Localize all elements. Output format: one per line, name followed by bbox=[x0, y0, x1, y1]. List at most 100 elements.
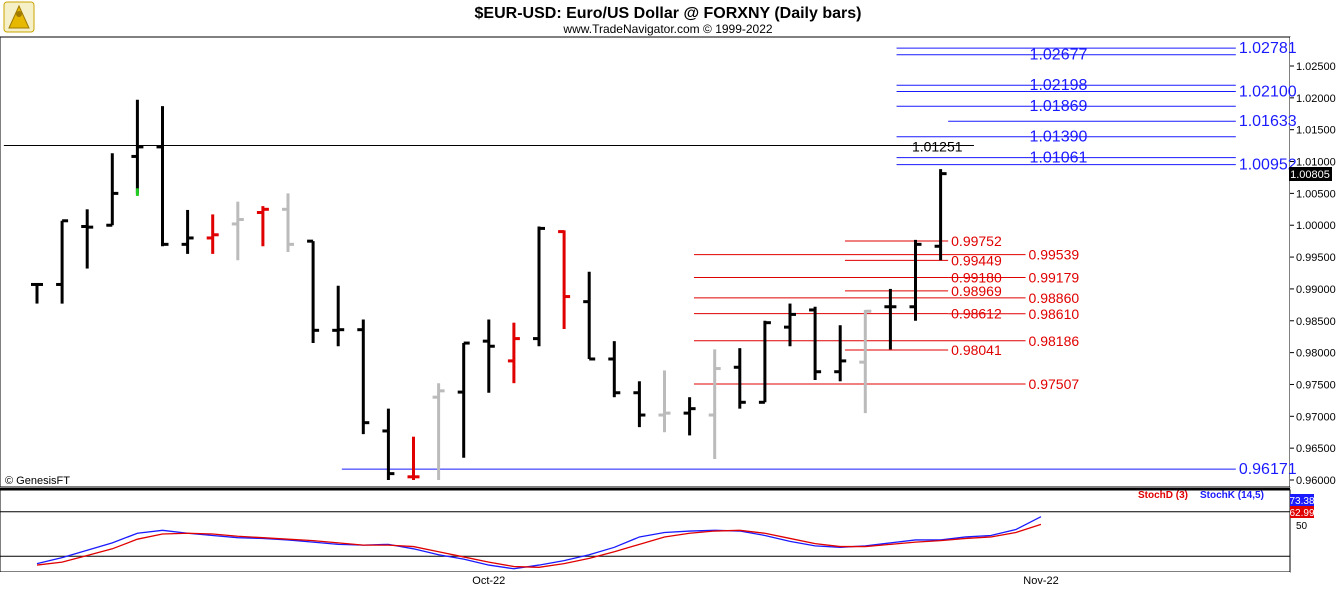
price-bar bbox=[307, 239, 320, 344]
price-bar bbox=[758, 320, 771, 404]
price-bar bbox=[181, 209, 194, 254]
stochk-value-badge bbox=[1290, 494, 1314, 506]
price-axis-tick-label: 1.02000 bbox=[1296, 93, 1336, 105]
chart-title: $EUR-USD: Euro/US Dollar @ FORXNY (Daily… bbox=[475, 5, 862, 22]
trade-navigator-logo bbox=[3, 1, 35, 33]
level-label: 1.02781 bbox=[1239, 40, 1297, 57]
chart-subtitle: www.TradeNavigator.com © 1999-2022 bbox=[562, 22, 772, 36]
price-bar bbox=[708, 349, 721, 459]
price-bars bbox=[31, 99, 947, 480]
price-bar bbox=[733, 348, 746, 409]
level-label: 0.96171 bbox=[1239, 461, 1297, 478]
price-axis bbox=[1290, 37, 1336, 487]
price-bar bbox=[106, 153, 119, 227]
stochd-legend: StochD (3) bbox=[1138, 490, 1188, 501]
price-bar bbox=[558, 230, 571, 330]
price-bar bbox=[482, 319, 495, 393]
price-bar bbox=[608, 341, 621, 398]
last-price-label: 1.00805 bbox=[1290, 169, 1330, 181]
price-pane bbox=[0, 36, 1291, 488]
price-bar bbox=[909, 239, 922, 321]
price-axis-tick-label: 1.00000 bbox=[1296, 220, 1336, 232]
level-label: 0.98969 bbox=[951, 283, 1002, 299]
price-bar bbox=[206, 214, 219, 254]
level-label: 0.99539 bbox=[1029, 247, 1080, 263]
price-axis-tick-label: 1.00500 bbox=[1296, 188, 1336, 200]
level-label: 1.01251 bbox=[912, 139, 963, 155]
price-axis-tick-label: 1.01500 bbox=[1296, 125, 1336, 137]
level-label: 0.98610 bbox=[1029, 306, 1080, 322]
price-axis-tick-label: 0.97500 bbox=[1296, 379, 1336, 391]
stoch-pane bbox=[0, 489, 1291, 573]
level-label: 0.98186 bbox=[1029, 333, 1080, 349]
level-label: 0.99179 bbox=[1029, 270, 1080, 286]
level-label: 1.01869 bbox=[1030, 98, 1088, 115]
price-axis-tick-label: 1.02500 bbox=[1296, 61, 1336, 73]
stochd-value-badge bbox=[1290, 506, 1314, 518]
level-label: 0.98860 bbox=[1029, 290, 1080, 306]
level-label: 1.02677 bbox=[1030, 47, 1088, 64]
price-axis-tick-label: 0.99000 bbox=[1296, 284, 1336, 296]
last-price-badge bbox=[1289, 167, 1332, 181]
price-bar bbox=[432, 383, 445, 480]
price-axis-tick-label: 0.97000 bbox=[1296, 411, 1336, 423]
level-label: 1.00952 bbox=[1239, 157, 1297, 174]
price-axis-tick-label: 1.01000 bbox=[1296, 157, 1336, 169]
level-label: 1.01061 bbox=[1030, 150, 1088, 167]
header-bar bbox=[0, 0, 1336, 37]
stoch-axis-tick: 50 bbox=[1296, 521, 1308, 532]
price-bar bbox=[809, 306, 822, 381]
price-bar bbox=[407, 436, 420, 480]
price-bar bbox=[884, 288, 897, 350]
stochd-line bbox=[36, 523, 1042, 568]
stochastic-lines bbox=[0, 511, 1290, 570]
stochd-value-label: 62.99 bbox=[1289, 508, 1314, 519]
support-resistance-levels: 1.02781 1.02677 1.02198 1.02100 1.01869 1.016… bbox=[3, 40, 1297, 478]
stochk-line bbox=[36, 516, 1042, 570]
level-label: 0.99449 bbox=[951, 252, 1002, 268]
price-bar bbox=[507, 322, 520, 384]
price-bar bbox=[859, 309, 872, 414]
price-bar bbox=[31, 282, 43, 304]
price-axis-tick-label: 0.99500 bbox=[1296, 252, 1336, 264]
price-axis-tick-label: 0.98500 bbox=[1296, 316, 1336, 328]
level-label: 1.02100 bbox=[1239, 83, 1297, 100]
price-axis-tick-label: 0.96500 bbox=[1296, 443, 1336, 455]
price-bar bbox=[834, 325, 847, 382]
level-label: 1.01390 bbox=[1030, 129, 1088, 146]
price-bar bbox=[56, 219, 69, 304]
price-bar bbox=[683, 397, 696, 436]
price-bar bbox=[357, 319, 370, 435]
level-label: 1.01633 bbox=[1239, 113, 1297, 130]
price-bar bbox=[784, 303, 796, 347]
price-axis-tick-label: 0.98000 bbox=[1296, 348, 1336, 360]
time-axis-labels: Oct-22 Nov-22 bbox=[472, 575, 1058, 587]
price-bar bbox=[457, 341, 470, 458]
time-axis-label: Oct-22 bbox=[472, 575, 505, 587]
price-bar bbox=[382, 408, 395, 480]
watermark: © GenesisFT bbox=[5, 475, 70, 487]
price-axis-ticks: 0.96000 0.96500 0.97000 0.97500 0.98000 0.985… bbox=[1290, 61, 1336, 487]
stochk-value-label: 73.38 bbox=[1289, 496, 1314, 507]
price-bar bbox=[533, 226, 545, 347]
price-bar bbox=[231, 201, 244, 261]
price-bar bbox=[658, 370, 671, 433]
price-bar bbox=[156, 106, 169, 247]
price-bar bbox=[633, 381, 646, 428]
price-bar bbox=[282, 193, 294, 252]
price-bar bbox=[131, 99, 144, 194]
level-label: 0.97507 bbox=[1029, 376, 1080, 392]
price-bar bbox=[583, 271, 596, 361]
time-axis-label: Nov-22 bbox=[1023, 575, 1058, 587]
price-bar bbox=[934, 169, 947, 261]
price-axis-tick-label: 0.96000 bbox=[1296, 475, 1336, 487]
level-label: 0.99752 bbox=[951, 233, 1002, 249]
price-bar bbox=[81, 209, 94, 269]
price-bar bbox=[256, 206, 269, 247]
time-axis bbox=[0, 572, 1290, 591]
price-bar bbox=[332, 285, 345, 347]
level-label: 0.98041 bbox=[951, 342, 1002, 358]
stochk-legend: StochK (14,5) bbox=[1200, 490, 1264, 501]
level-label: 1.02198 bbox=[1030, 77, 1088, 94]
